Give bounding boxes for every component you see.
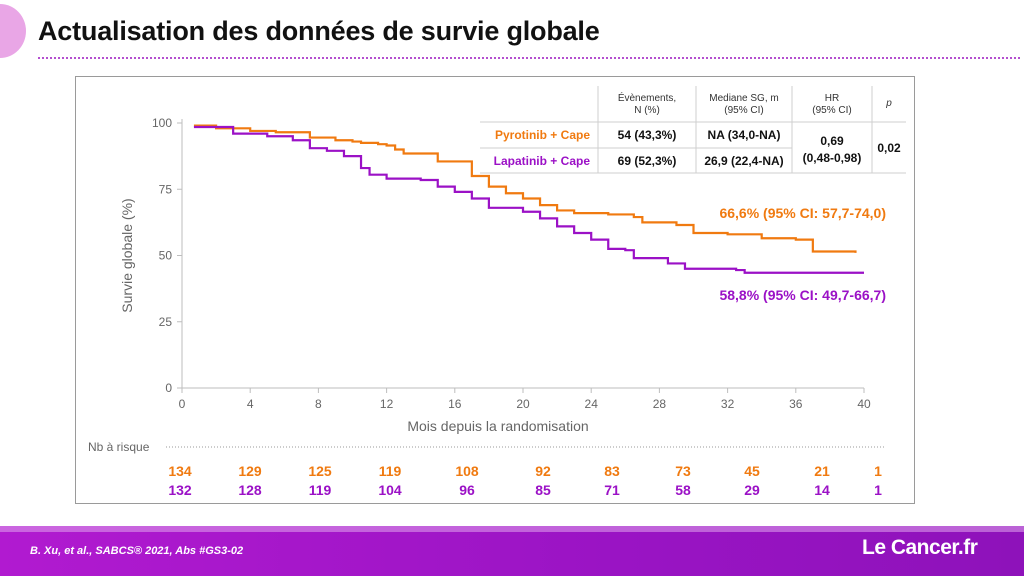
table-events-cell: 54 (43,3%) — [618, 128, 677, 142]
at-risk-value: 128 — [238, 482, 262, 498]
at-risk-value: 21 — [814, 463, 830, 479]
x-tick-label: 12 — [380, 397, 394, 411]
table-row-label: Pyrotinib + Cape — [495, 128, 590, 142]
at-risk-value: 132 — [168, 482, 192, 498]
at-risk-value: 134 — [168, 463, 192, 479]
chart-axes: 0 25 50 75 100 0 4 8 12 16 20 24 28 32 36 40 Mois depuis… — [119, 116, 871, 434]
pyrotinib-annotation: 66,6% (95% CI: 57,7-74,0) — [719, 205, 886, 221]
series-line-lapatinib — [193, 125, 864, 274]
at-risk-label: Nb à risque — [88, 440, 150, 454]
x-tick-label: 8 — [315, 397, 322, 411]
title-divider — [38, 57, 1020, 59]
table-median-cell: 26,9 (22,4-NA) — [704, 154, 783, 168]
footer-bar — [0, 526, 1024, 576]
at-risk-value: 104 — [378, 482, 402, 498]
x-tick-label: 32 — [721, 397, 735, 411]
x-tick-label: 28 — [653, 397, 667, 411]
at-risk-value: 96 — [459, 482, 475, 498]
series-line-pyrotinib — [193, 124, 857, 253]
table-header-label: (95% CI) — [724, 105, 763, 116]
table-header-label: Mediane SG, m — [709, 93, 778, 104]
y-tick-label: 50 — [159, 249, 173, 263]
at-risk-value: 45 — [744, 463, 760, 479]
x-axis-title: Mois depuis la randomisation — [407, 418, 588, 434]
y-tick-label: 25 — [159, 315, 173, 329]
y-axis-title: Survie globale (%) — [119, 198, 135, 312]
page-title: Actualisation des données de survie glob… — [38, 16, 600, 46]
chart-annotations: 66,6% (95% CI: 57,7-74,0) 58,8% (95% CI: … — [719, 205, 886, 303]
x-tick-label: 36 — [789, 397, 803, 411]
table-header-p: p — [885, 98, 892, 109]
at-risk-value: 129 — [238, 463, 262, 479]
table-row-label: Lapatinib + Cape — [494, 154, 591, 168]
at-risk-value: 92 — [535, 463, 551, 479]
table-median-cell: NA (34,0-NA) — [708, 128, 781, 142]
x-tick-label: 20 — [516, 397, 530, 411]
table-header-label: N (%) — [634, 105, 660, 116]
y-tick-label: 100 — [152, 116, 172, 130]
citation-text: B. Xu, et al., SABCS® 2021, Abs #GS3-02 — [30, 545, 244, 557]
at-risk-value: 83 — [604, 463, 620, 479]
at-risk-value: 119 — [309, 482, 332, 498]
x-tick-label: 24 — [585, 397, 599, 411]
x-tick-label: 4 — [247, 397, 254, 411]
x-tick-label: 40 — [857, 397, 871, 411]
at-risk-value: 125 — [308, 463, 332, 479]
y-tick-label: 0 — [165, 381, 172, 395]
table-header-label: (95% CI) — [812, 105, 851, 116]
summary-table: Évènements,N (%)Mediane SG, m(95% CI)HR(… — [480, 86, 906, 174]
brand-logo: Le Cancer.fr — [862, 536, 978, 559]
at-risk-value: 73 — [675, 463, 691, 479]
at-risk-value: 58 — [675, 482, 691, 498]
at-risk-value: 108 — [455, 463, 479, 479]
table-hr-value: 0,69 — [820, 134, 844, 148]
table-events-cell: 69 (52,3%) — [618, 154, 677, 168]
at-risk-value: 1 — [874, 463, 882, 479]
at-risk-value: 1 — [874, 482, 882, 498]
lapatinib-annotation: 58,8% (95% CI: 49,7-66,7) — [719, 287, 886, 303]
table-header-label: Évènements, — [618, 91, 676, 104]
x-tick-label: 0 — [179, 397, 186, 411]
y-tick-label: 75 — [159, 182, 173, 196]
at-risk-value: 29 — [744, 482, 760, 498]
table-background — [480, 86, 906, 173]
at-risk-value: 14 — [814, 482, 830, 498]
table-p-value: 0,02 — [877, 141, 901, 155]
table-header-label: HR — [825, 93, 839, 104]
table-hr-ci: (0,48-0,98) — [803, 151, 862, 165]
at-risk-value: 85 — [535, 482, 551, 498]
at-risk-value: 119 — [379, 463, 402, 479]
chart-frame — [75, 76, 915, 504]
x-tick-label: 16 — [448, 397, 462, 411]
at-risk-value: 71 — [604, 482, 620, 498]
chart-curves — [193, 124, 864, 274]
